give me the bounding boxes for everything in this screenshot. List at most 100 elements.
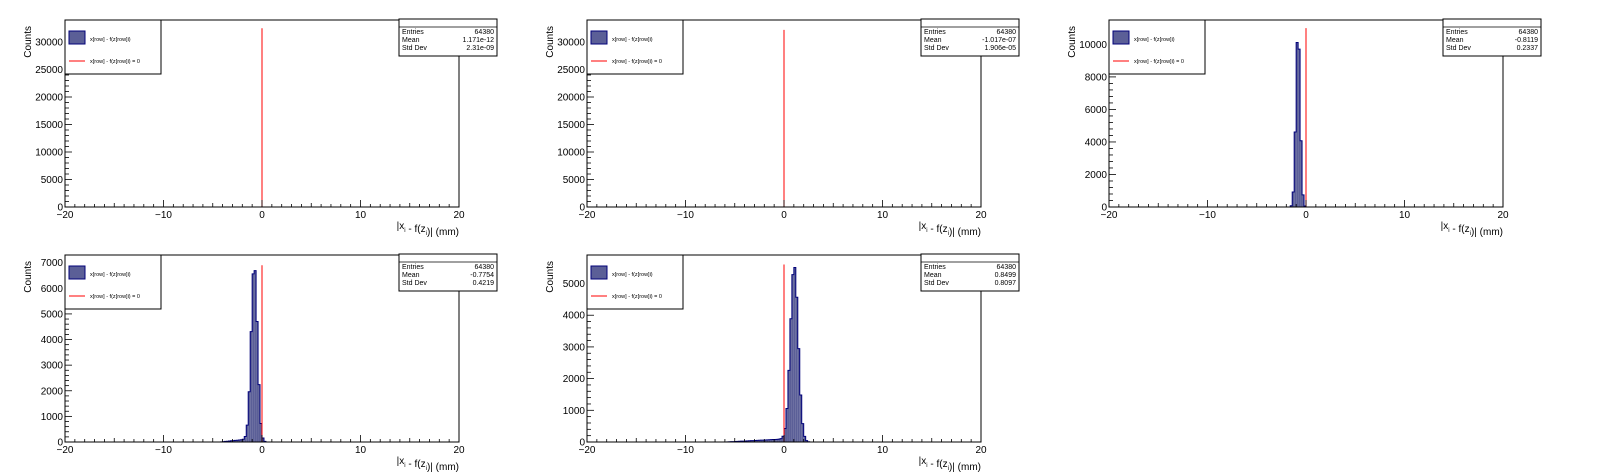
stats-key: Entries	[924, 29, 946, 36]
histogram-bin	[240, 439, 243, 442]
y-axis-label: Counts	[1067, 26, 1078, 58]
histogram-bin	[252, 273, 255, 442]
x-axis: −20 −10 0 10 20	[57, 435, 465, 456]
x-tick-label: −10	[155, 445, 172, 456]
y-tick-label: 1000	[563, 406, 586, 417]
x-tick-label: 10	[1399, 210, 1411, 221]
y-tick-label: 20000	[557, 93, 585, 104]
legend-swatch-histogram	[68, 30, 86, 45]
legend-entry-histogram: x[row] - f(z[row]i)	[612, 37, 653, 43]
x-axis-label: |xi - f(zi)| (mm)	[397, 221, 459, 238]
histogram-bin	[780, 438, 783, 442]
histogram-bin	[772, 439, 775, 442]
x-tick-label: 0	[1303, 210, 1309, 221]
legend-swatch-histogram	[590, 265, 608, 280]
histogram-outline	[1287, 41, 1309, 208]
y-tick-label: 25000	[557, 65, 585, 76]
histogram-bin	[244, 436, 247, 442]
histogram-bin	[238, 439, 241, 442]
x-axis-label: |xi - f(zi)| (mm)	[1441, 221, 1503, 238]
chart-panel-2: −20 −10 0 10 20|xi - f(zi)| (mm) 0 5000 10000 15…	[545, 18, 1020, 238]
y-tick-label: 4000	[1085, 137, 1108, 148]
histogram-bin	[787, 370, 790, 442]
stats-key: Entries	[924, 264, 946, 271]
stats-key: Mean	[924, 272, 942, 279]
histogram-bin	[770, 439, 773, 442]
y-axis-label: Counts	[23, 26, 34, 58]
histogram-bin	[803, 436, 806, 442]
y-tick-label: 10000	[557, 148, 585, 159]
histogram-bin	[232, 440, 235, 442]
legend-swatch-histogram	[68, 265, 86, 280]
histogram-bin	[250, 331, 253, 442]
histogram-bin	[776, 439, 779, 442]
stats-value: -0.8119	[1515, 37, 1538, 44]
legend-entry-reference: x[row] - f(z[row]i) = 0	[612, 294, 662, 300]
stats-value: -1.017e-07	[982, 37, 1016, 44]
histogram-bin	[768, 439, 771, 442]
y-tick-label: 0	[579, 203, 585, 214]
legend-box	[586, 19, 684, 75]
stats-value: 0.8097	[995, 280, 1017, 287]
y-tick-label: 5000	[41, 175, 64, 186]
histogram-bin	[760, 440, 763, 442]
histogram-bin	[262, 437, 264, 442]
histogram-bin	[756, 440, 759, 442]
y-tick-label: 20000	[35, 93, 63, 104]
legend-swatch-histogram	[590, 30, 608, 45]
stats-value: 0.8499	[995, 272, 1017, 279]
histogram-bin	[246, 425, 249, 442]
x-tick-label: −20	[57, 210, 74, 221]
x-tick-label: 10	[355, 445, 367, 456]
stats-box: Entries 64380 Mean -0.7754 Std Dev 0.4219	[398, 253, 498, 292]
x-tick-label: 20	[975, 445, 987, 456]
stats-key: Std Dev	[924, 45, 949, 52]
y-tick-label: 10000	[35, 148, 63, 159]
y-tick-label: 15000	[35, 120, 63, 131]
y-tick-label: 5000	[563, 279, 586, 290]
stats-value: 1.171e-12	[462, 37, 494, 44]
histogram-bin	[750, 440, 753, 442]
legend-swatch-histogram	[1112, 30, 1130, 45]
x-tick-label: 20	[1497, 210, 1509, 221]
chart-panel-3: −20 −10 0 10 20|xi - f(zi)| (mm) 0 2000 4000 600…	[1067, 18, 1542, 238]
x-axis-label: |xi - f(zi)| (mm)	[919, 221, 981, 238]
x-tick-label: −10	[1199, 210, 1216, 221]
histogram-bin	[752, 440, 755, 442]
x-axis-label: |xi - f(zi)| (mm)	[919, 456, 981, 473]
stats-key: Mean	[402, 272, 420, 279]
y-tick-label: 3000	[41, 361, 64, 372]
y-tick-label: 3000	[563, 342, 586, 353]
histogram-bin	[258, 384, 261, 442]
x-tick-label: 20	[975, 210, 987, 221]
histogram-bin	[260, 423, 262, 442]
x-axis: −20 −10 0 10 20	[579, 435, 987, 456]
legend: x[row] - f(z[row]i) x[row] - f(z[row]i) =…	[64, 19, 162, 75]
stats-value: 0.2337	[1517, 45, 1539, 52]
histogram-bin	[256, 321, 259, 442]
x-tick-label: 10	[877, 445, 889, 456]
chart-panel-5: −20 −10 0 10 20|xi - f(zi)| (mm) 0 1000 2000 300…	[545, 253, 1020, 473]
legend-box	[64, 19, 162, 75]
stats-key: Std Dev	[924, 280, 949, 287]
histogram-bin	[793, 267, 796, 442]
stats-value: 0.4219	[473, 280, 495, 287]
y-tick-label: 30000	[557, 38, 585, 49]
histogram-bin	[234, 440, 237, 442]
histogram-bin	[1300, 140, 1303, 207]
histogram-bin	[778, 439, 781, 442]
x-axis: −20 −10 0 10 20	[1101, 200, 1509, 221]
legend-entry-histogram: x[row] - f(z[row]i)	[612, 272, 653, 278]
histogram-bars	[726, 266, 813, 443]
y-tick-label: 5000	[41, 309, 64, 320]
stats-key: Mean	[1446, 37, 1464, 44]
legend-entry-reference: x[row] - f(z[row]i) = 0	[612, 59, 662, 65]
y-tick-label: 6000	[41, 284, 64, 295]
stats-value: -0.7754	[470, 272, 494, 279]
histogram-bin	[782, 436, 784, 442]
stats-box: Entries 64380 Mean 0.8499 Std Dev 0.8097	[920, 253, 1020, 292]
stats-value: 64380	[997, 264, 1017, 271]
legend-entry-histogram: x[row] - f(z[row]i)	[90, 272, 131, 278]
